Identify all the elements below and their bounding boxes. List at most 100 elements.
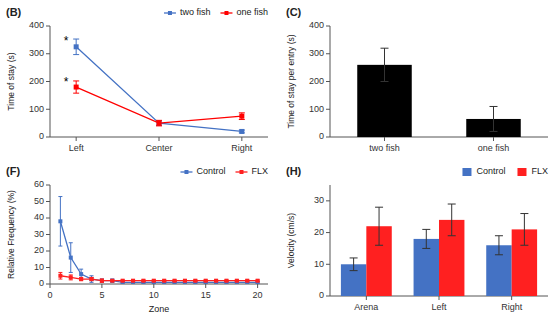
point xyxy=(141,279,145,283)
legend-swatch xyxy=(462,168,471,176)
error-bar xyxy=(156,120,162,126)
error-bar xyxy=(520,214,528,246)
error-bar xyxy=(90,276,94,283)
panel: (C)0100200300400two fishone fishTime of … xyxy=(286,6,548,153)
y-tick xyxy=(326,200,330,201)
y-axis-label: Relative Frequency (%) xyxy=(6,190,16,279)
y-tick-label: 0 xyxy=(39,131,44,141)
x-tick xyxy=(50,284,51,288)
y-tick xyxy=(326,137,330,138)
y-tick-label: 10 xyxy=(34,262,44,272)
y-tick-label: 300 xyxy=(29,48,44,58)
error-bar xyxy=(73,81,79,93)
title: (B) xyxy=(6,6,22,18)
x-tick xyxy=(511,296,512,300)
panel: (F)010203040506005101520ZoneRelative Fre… xyxy=(6,165,268,314)
series-line xyxy=(76,87,242,123)
error-bar xyxy=(79,277,83,280)
legend-label: Control xyxy=(196,166,225,176)
y-axis xyxy=(50,26,51,137)
y-tick-label: 300 xyxy=(309,48,324,58)
legend-swatch xyxy=(168,11,172,15)
y-tick xyxy=(46,201,50,202)
y-tick xyxy=(46,109,50,110)
y-tick-label: 20 xyxy=(34,245,44,255)
y-tick xyxy=(46,53,50,54)
legend-label: FLX xyxy=(531,166,548,176)
point xyxy=(235,279,239,283)
y-tick-label: 100 xyxy=(29,104,44,114)
y-tick xyxy=(326,264,330,265)
x-tick-label: Right xyxy=(501,302,523,312)
y-axis xyxy=(50,185,51,284)
series-line xyxy=(60,221,257,282)
error-bar xyxy=(100,279,104,282)
y-tick xyxy=(46,218,50,219)
error-bar xyxy=(350,258,358,271)
legend-swatch xyxy=(224,11,228,15)
x-tick-label: Left xyxy=(69,143,85,153)
point xyxy=(90,277,94,281)
y-tick xyxy=(46,267,50,268)
x-tick xyxy=(366,296,367,300)
plot-marks xyxy=(73,39,245,134)
legend: FLX Control xyxy=(180,166,268,176)
legend-swatch xyxy=(184,170,188,174)
plot-marks xyxy=(357,48,521,137)
x-tick xyxy=(439,296,440,300)
y-tick-label: 60 xyxy=(34,179,44,189)
point xyxy=(224,279,228,283)
x-tick-label: 0 xyxy=(47,290,52,300)
point xyxy=(152,279,156,283)
y-tick xyxy=(46,137,50,138)
error-bar xyxy=(100,279,104,282)
title: (F) xyxy=(6,165,20,177)
point xyxy=(110,279,114,283)
legend: one fish two fish xyxy=(164,7,268,17)
x-tick xyxy=(384,137,385,141)
x-tick-label: Left xyxy=(431,302,447,312)
error-bar xyxy=(156,121,162,125)
point xyxy=(131,279,135,283)
error-bar xyxy=(448,204,456,236)
error-bar xyxy=(490,106,498,131)
y-axis xyxy=(330,185,331,296)
y-tick-label: 0 xyxy=(319,131,324,141)
point xyxy=(110,279,114,283)
x-tick-label: Right xyxy=(231,143,253,153)
x-tick-label: Center xyxy=(145,143,172,153)
point xyxy=(74,44,79,49)
y-tick xyxy=(46,251,50,252)
error-bar xyxy=(495,236,503,255)
x-tick xyxy=(241,137,242,141)
legend-label: two fish xyxy=(180,7,211,17)
panel: (H)0102030ArenaLeftRightVelocity (cm/s)F… xyxy=(286,165,548,312)
legend: FLX Control xyxy=(462,166,548,176)
y-axis xyxy=(330,26,331,137)
legend-swatch xyxy=(517,168,526,176)
y-tick xyxy=(46,284,50,285)
point xyxy=(74,85,79,90)
x-tick xyxy=(159,137,160,141)
plot-marks xyxy=(58,197,259,284)
figure: (B)0100200300400LeftCenterRightTime of s… xyxy=(0,0,560,318)
point xyxy=(69,256,73,260)
point xyxy=(214,279,218,283)
y-tick-label: 30 xyxy=(34,229,44,239)
legend-label: Control xyxy=(476,166,505,176)
y-axis-label: Velocity (cm/s) xyxy=(286,213,296,268)
legend-label: FLX xyxy=(251,166,268,176)
legend-swatch xyxy=(239,170,243,174)
y-tick xyxy=(326,109,330,110)
point xyxy=(69,275,73,279)
legend-label: one fish xyxy=(236,7,268,17)
error-bar xyxy=(239,113,245,120)
y-tick-label: 0 xyxy=(39,278,44,288)
y-tick-label: 40 xyxy=(34,212,44,222)
x-tick xyxy=(205,284,206,288)
y-tick-label: 0 xyxy=(319,290,324,300)
panel: (B)0100200300400LeftCenterRightTime of s… xyxy=(6,6,268,153)
x-tick xyxy=(76,137,77,141)
error-bar xyxy=(58,197,62,247)
error-bar xyxy=(58,272,62,279)
